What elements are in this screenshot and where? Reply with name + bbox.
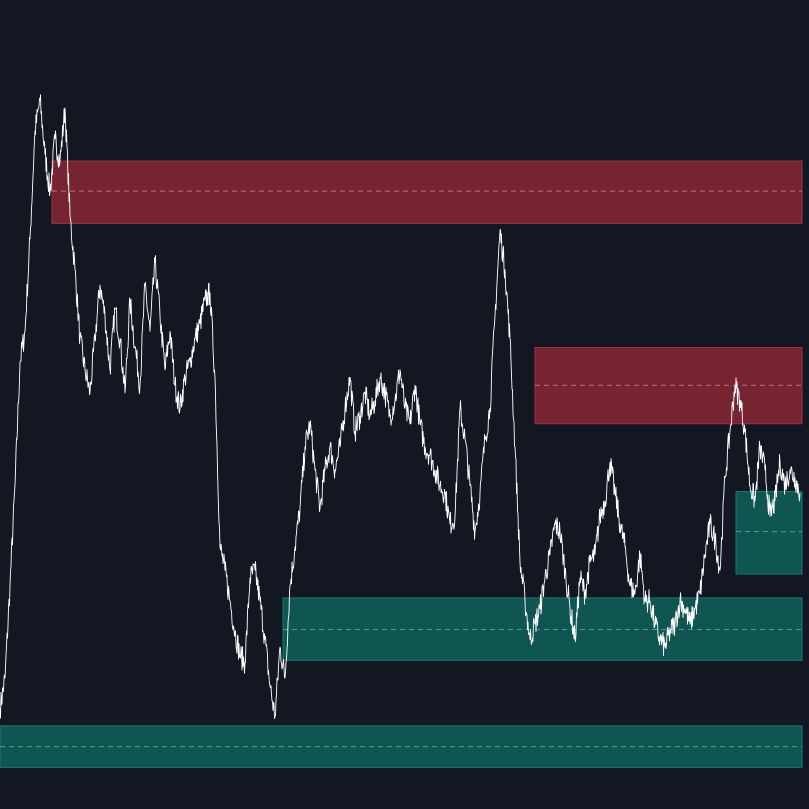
zones-layer xyxy=(0,160,803,768)
price-series-line-0 xyxy=(0,94,801,719)
supply-zone-1 xyxy=(534,346,803,425)
line-layer xyxy=(0,94,801,719)
supply-zone-0 xyxy=(51,160,803,224)
